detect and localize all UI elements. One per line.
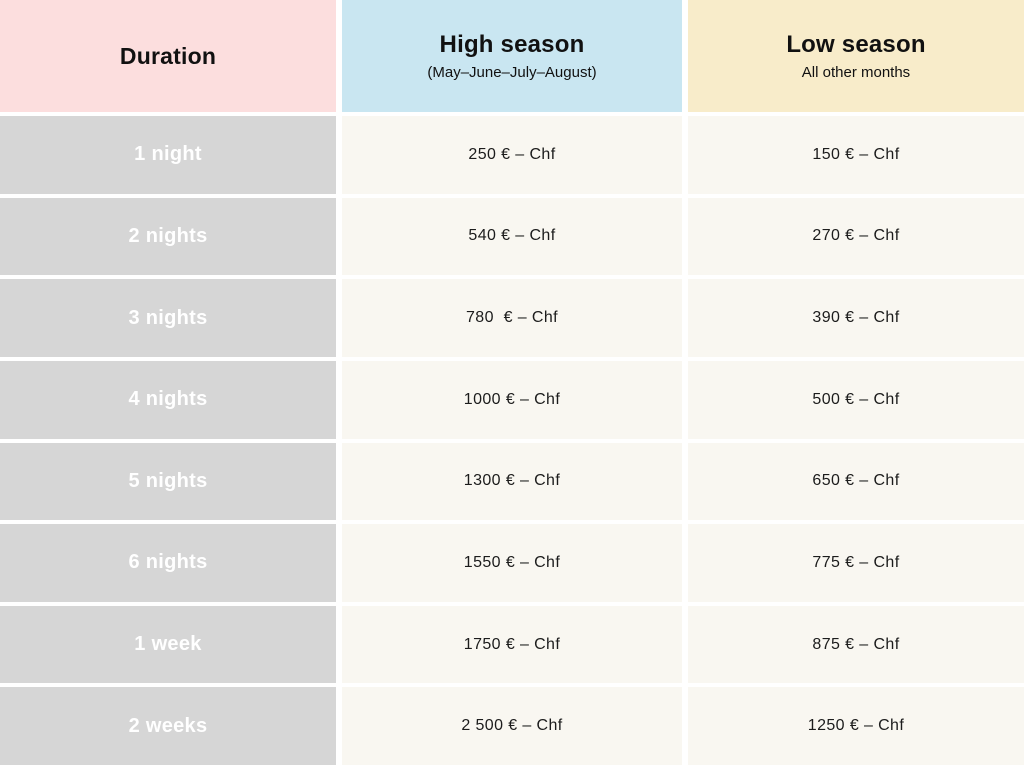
low-season-price: 1250 € – Chf [807,717,905,735]
high-season-price-cell: 1000 € – Chf [342,360,682,439]
low-season-price: 150 € – Chf [812,145,900,163]
low-season-price-cell: 150 € – Chf [688,116,1024,194]
duration-label: 3 nights [128,306,208,329]
low-season-price-cell: 270 € – Chf [688,197,1024,276]
duration-label: 5 nights [128,469,208,492]
header-duration-label: Duration [119,42,217,69]
low-season-price: 650 € – Chf [812,472,900,490]
low-season-price: 390 € – Chf [812,309,900,327]
high-season-price: 540 € – Chf [468,227,556,245]
duration-label: 2 weeks [128,714,208,737]
header-low-season-subtitle: All other months [801,64,911,81]
duration-cell: 5 nights [0,442,336,521]
duration-cell: 1 night [0,116,336,194]
high-season-price-cell: 540 € – Chf [342,197,682,276]
low-season-price: 270 € – Chf [812,227,900,245]
low-season-price: 775 € – Chf [812,553,900,571]
high-season-price-cell: 2 500 € – Chf [342,687,682,765]
high-season-price-cell: 1550 € – Chf [342,524,682,602]
low-season-price-cell: 1250 € – Chf [688,687,1024,765]
high-season-price: 1550 € – Chf [463,553,561,571]
low-season-price-cell: 390 € – Chf [688,279,1024,357]
header-high-season: High season (May–June–July–August) [342,0,682,112]
duration-cell: 6 nights [0,524,336,602]
high-season-price: 1000 € – Chf [463,390,561,408]
low-season-price-cell: 775 € – Chf [688,524,1024,602]
duration-label: 4 nights [128,388,208,411]
high-season-price-cell: 780 € – Chf [342,279,682,357]
high-season-price: 2 500 € – Chf [461,717,563,735]
low-season-price-cell: 500 € – Chf [688,360,1024,439]
header-low-season: Low season All other months [688,0,1024,112]
duration-label: 2 nights [128,224,208,247]
high-season-price-cell: 1750 € – Chf [342,605,682,684]
high-season-price: 250 € – Chf [468,145,556,163]
duration-cell: 2 weeks [0,687,336,765]
high-season-price: 1300 € – Chf [463,472,561,490]
duration-cell: 1 week [0,605,336,684]
low-season-price: 500 € – Chf [812,390,900,408]
duration-label: 1 week [134,633,202,656]
duration-cell: 2 nights [0,197,336,276]
low-season-price-cell: 650 € – Chf [688,442,1024,521]
header-high-season-subtitle: (May–June–July–August) [427,64,597,81]
duration-label: 6 nights [128,551,208,574]
high-season-price-cell: 1300 € – Chf [342,442,682,521]
duration-cell: 3 nights [0,279,336,357]
header-low-season-title: Low season [786,31,926,58]
high-season-price: 1750 € – Chf [463,635,561,653]
duration-label: 1 night [134,143,202,166]
header-high-season-title: High season [439,31,585,58]
header-duration: Duration [0,0,336,112]
high-season-price-cell: 250 € – Chf [342,116,682,194]
low-season-price: 875 € – Chf [812,635,900,653]
low-season-price-cell: 875 € – Chf [688,605,1024,684]
duration-cell: 4 nights [0,360,336,439]
high-season-price: 780 € – Chf [466,309,558,327]
